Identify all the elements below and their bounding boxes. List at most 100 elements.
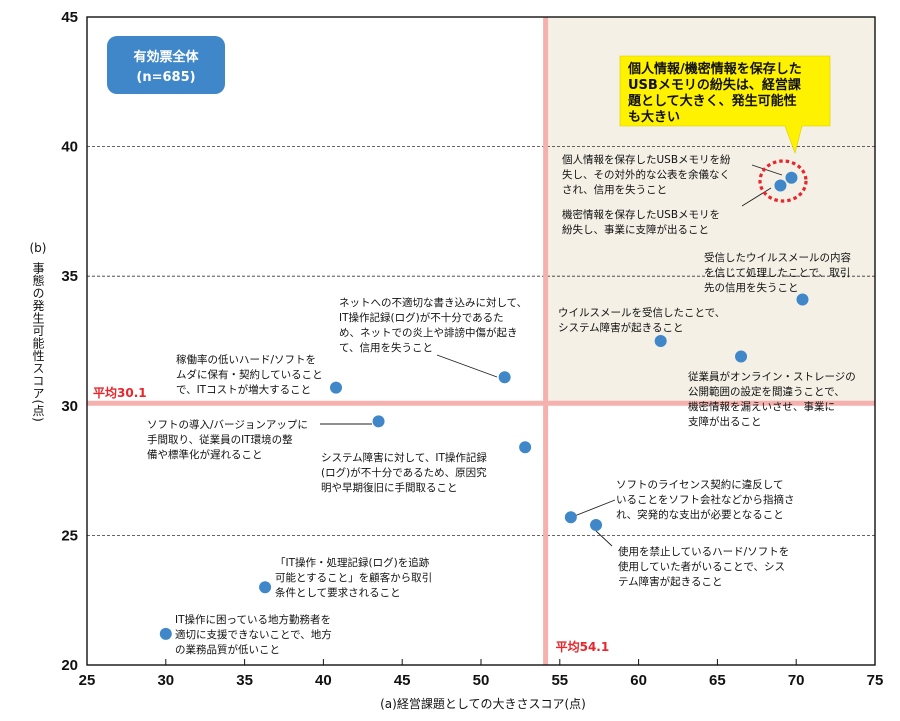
leader-line [436,354,498,378]
point-label-line: 受信したウイルスメールの内容 [704,251,851,264]
data-point [654,335,667,347]
x-tick-label: 25 [79,672,96,689]
point-label-line: 個人情報を保存したUSBメモリを紛 [562,153,731,166]
point-label: IT操作に困っている地方勤務者を適切に支援できないことで、地方の業務品質が低いこ… [175,613,332,656]
point-label: 稼働率の低いハード/ソフトをムダに保有・契約していることで、ITコストが増大する… [176,353,323,396]
x-tick-label: 30 [157,672,174,689]
point-label-line: 備や標準化が遅れること [147,448,263,461]
point-label: ソフトのライセンス契約に違反していることをソフト会社などから指摘され、突発的な支… [616,478,795,521]
x-axis-title: (a)経営課題としての大きさスコア(点) [380,696,586,711]
point-label-line: ソフトのライセンス契約に違反して [616,478,783,491]
point-label-line: 使用していた者がいることで、シス [618,560,785,573]
x-tick-label: 40 [315,672,332,689]
average-y-label: 平均30.1 [93,385,147,400]
point-label-line: を信じて処理したことで、取引 [704,266,850,279]
point-label: システム障害に対して、IT操作記録 (ログ)が不十分であるため、原因究明や早期復旧… [321,451,487,494]
point-label: 受信したウイルスメールの内容を信じて処理したことで、取引先の信用を失うこと [704,251,851,294]
y-tick-label: 30 [61,398,78,415]
point-label-line: ウイルスメールを受信したことで、 [558,307,725,319]
sample-badge-count: (n=685) [136,70,195,85]
point-label-line: 稼働率の低いハード/ソフトを [176,353,316,366]
x-tick-label: 45 [394,672,411,689]
average-x-label: 平均54.1 [556,639,610,654]
data-point [372,415,385,428]
point-label-line: ソフトの導入/バージョンアップに [147,418,308,431]
y-tick-label: 35 [61,268,78,285]
point-label: 個人情報を保存したUSBメモリを紛失し、その対外的な公表を余儀なくされ、信用を失… [562,153,731,196]
point-label: 使用を禁止しているハード/ソフトを使用していた者がいることで、システム障害が起き… [618,545,789,588]
highlight-circle [758,159,808,203]
point-label-line: の業務品質が低いこと [175,643,280,656]
data-point [519,441,532,454]
data-point [159,627,172,640]
point-label-line: システム障害に対して、IT操作記録 [321,451,487,464]
leader-line [595,530,613,547]
y-axis-title-prefix: (b) [30,241,47,255]
sample-badge-title: 有効票全体 [133,49,199,65]
callout-box [619,55,831,155]
y-tick-label: 40 [61,139,78,156]
point-label-line: 手間取り、従業員のIT環境の整 [147,433,293,446]
y-tick-label: 45 [61,9,78,26]
point-label-line: で、ITコストが増大すること [176,383,311,396]
data-point [564,511,577,524]
leader-line [751,164,783,176]
point-label-line: 使用を禁止しているハード/ソフトを [618,545,789,558]
point-label-line: いることをソフト会社などから指摘さ [616,493,795,506]
point-label: ソフトの導入/バージョンアップに手間取り、従業員のIT環境の整備や標準化が遅れる… [147,418,308,461]
point-label: 機密情報を保存したUSBメモリを紛失し、事業に支障が出ること [562,208,720,236]
point-label-line: 先の信用を失うこと [704,281,799,294]
point-label: 従業員がオンライン・ストレージの公開範囲の設定を間違うことで、機密情報を漏えいさ… [688,370,856,428]
point-label-line: 条件として要求されること [275,586,401,599]
point-label-line: システム障害が起きること [558,321,683,334]
point-label-line: 失し、その対外的な公表を余儀なく [562,168,730,181]
data-point [785,171,798,184]
point-label-line: 支障が出ること [688,415,762,428]
x-tick-label: 65 [709,672,726,689]
point-label-line: ムダに保有・契約していること [176,368,323,381]
point-label-line: 「IT操作・処理記録(ログ)を追跡 [275,556,430,569]
point-label-line: IT操作に困っている地方勤務者を [175,613,331,626]
x-tick-label: 35 [236,672,253,689]
point-label-line: 紛失し、事業に支障が出ること [562,223,709,236]
x-tick-label: 70 [788,672,805,689]
leader-line [741,187,772,207]
leader-line [571,499,616,518]
x-tick-label: 60 [630,672,647,689]
data-point [330,381,343,394]
data-point [796,293,809,306]
y-tick-label: 20 [61,657,78,674]
point-label-line: 機密情報を保存したUSBメモリを [562,208,720,221]
point-label-line: テム障害が起きること [618,575,722,588]
point-label: 「IT操作・処理記録(ログ)を追跡可能とすること」を顧客から取引条件として要求さ… [275,556,432,599]
data-point [498,371,511,384]
data-point [590,519,603,532]
callout-line: 題として大きく、発生可能性 [628,93,797,109]
point-label-line: 従業員がオンライン・ストレージの [688,370,856,383]
point-label: ウイルスメールを受信したことで、システム障害が起きること [558,307,725,334]
x-tick-label: 75 [867,672,884,689]
point-label-line: され、信用を失うこと [562,183,667,196]
point-label-line: 明や早期復旧に手間取ること [321,481,458,494]
point-label-line: (ログ)が不十分であるため、原因究 [321,466,487,479]
point-label-line: め、ネットでの炎上や誹謗中傷が起き [339,326,518,339]
point-label-line: ネットへの不適切な書き込みに対して、 [339,296,527,309]
y-tick-label: 25 [61,527,78,544]
point-label-line: IT操作記録(ログ)が不十分であるた [339,311,504,324]
point-label-line: 可能とすること」を顧客から取引 [275,571,432,584]
x-tick-label: 50 [473,672,490,689]
data-point [774,179,787,192]
data-point [735,350,748,363]
point-label-line: 適切に支援できないことで、地方 [175,628,332,641]
point-label-line: 機密情報を漏えいさせ、事業に [688,400,835,413]
point-label-line: 公開範囲の設定を間違うことで、 [688,385,845,398]
point-label-line: れ、突発的な支出が必要となること [616,508,784,521]
callout-line: USBメモリの紛失は、経営課 [628,77,802,93]
point-label-line: て、信用を失うこと [339,341,433,354]
callout-line: も大きい [628,109,680,125]
x-tick-label: 55 [551,672,568,689]
point-label: ネットへの不適切な書き込みに対して、 IT操作記録(ログ)が不十分であるため、ネッ… [339,296,527,354]
callout-text: 個人情報/機密情報を保存した USBメモリの紛失は、経営課題として大きく、発生可能… [627,61,802,125]
y-axis-title: 事態の発生可能性スコア(点) [31,262,45,423]
